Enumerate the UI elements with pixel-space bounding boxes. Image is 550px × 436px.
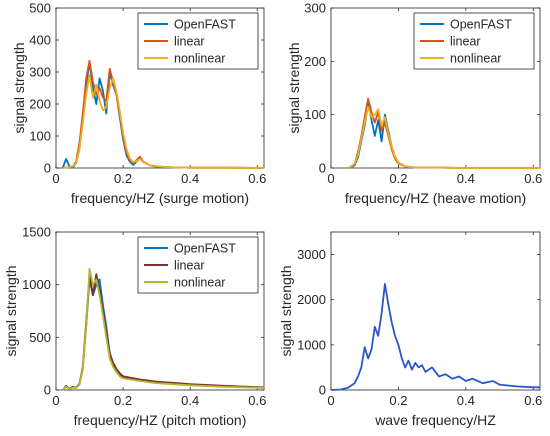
chart-4: 0 0.2 0.4 0.6 0 1000 2000 3000 wave frequency/HZ… (278, 231, 542, 428)
x-tick-label: 0 (327, 393, 334, 408)
x-tick-label: 0.2 (389, 393, 407, 408)
y-tick-label: 100 (304, 107, 326, 122)
series-line-nonlinear (347, 105, 540, 169)
y-tick-label: 400 (29, 33, 51, 48)
x-tick-label: 0.2 (114, 171, 132, 186)
series-line-nonlinear (62, 267, 265, 391)
x-axis-label: frequency/HZ (surge motion) (71, 190, 249, 206)
series-line-nonlinear (62, 74, 265, 169)
series-line (330, 282, 540, 391)
x-tick-label: 0.6 (524, 171, 542, 186)
x-tick-label: 0.6 (248, 171, 266, 186)
legend-label: linear (450, 35, 481, 49)
chart-1: 0 0.2 0.4 0.6 0 100 200 300 400 500 frequency/HZ (… (11, 1, 266, 207)
chart-3: 0 0.2 0.4 0.6 0 500 1000 1500 frequency/HZ (pitc… (3, 225, 266, 429)
legend: OpenFAST linear nonlinear (137, 12, 259, 70)
legend-label: linear (174, 259, 205, 273)
y-tick-label: 500 (29, 330, 51, 345)
y-tick-label: 3000 (297, 247, 326, 262)
y-tick-label: 500 (29, 1, 51, 16)
legend-label: nonlinear (450, 52, 501, 66)
y-tick-label: 300 (29, 65, 51, 80)
y-tick-label: 300 (304, 1, 326, 16)
x-tick-label: 0.2 (389, 171, 407, 186)
legend-label: linear (174, 35, 205, 49)
y-axis-label: signal strength (11, 42, 27, 133)
x-tick-label: 0.4 (181, 393, 199, 408)
y-tick-label: 0 (44, 383, 51, 398)
legend-label: nonlinear (174, 276, 225, 290)
y-tick-label: 200 (304, 54, 326, 69)
x-axis-label: wave frequency/HZ (374, 412, 496, 428)
y-tick-label: 100 (29, 129, 51, 144)
legend-box (137, 12, 259, 70)
x-tick-label: 0 (327, 171, 334, 186)
y-tick-label: 0 (44, 161, 51, 176)
x-tick-label: 0 (52, 393, 59, 408)
legend-label: OpenFAST (174, 242, 236, 256)
y-tick-label: 1000 (297, 337, 326, 352)
y-tick-label: 0 (319, 383, 326, 398)
plot-area (330, 231, 541, 391)
legend-label: OpenFAST (450, 18, 512, 32)
y-tick-label: 2000 (297, 292, 326, 307)
y-tick-label: 200 (29, 97, 51, 112)
legend: OpenFAST linear nonlinear (413, 12, 535, 70)
x-tick-label: 0.6 (524, 393, 542, 408)
x-tick-label: 0.2 (114, 393, 132, 408)
x-tick-label: 0.4 (181, 171, 199, 186)
x-tick-label: 0.6 (248, 393, 266, 408)
y-axis-label: signal strength (286, 42, 302, 133)
chart-2: 0 0.2 0.4 0.6 0 100 200 300 frequency/HZ (heave … (286, 1, 542, 207)
x-tick-label: 0.4 (457, 393, 475, 408)
x-axis-label: frequency/HZ (pitch motion) (74, 412, 247, 428)
legend-label: nonlinear (174, 52, 225, 66)
x-tick-label: 0.4 (457, 171, 475, 186)
y-axis-label: signal strength (278, 265, 294, 356)
legend-label: OpenFAST (174, 18, 236, 32)
y-tick-label: 1000 (22, 277, 51, 292)
y-tick-label: 1500 (22, 225, 51, 240)
y-tick-label: 0 (319, 161, 326, 176)
legend: OpenFAST linear nonlinear (137, 236, 259, 294)
x-tick-label: 0 (52, 171, 59, 186)
x-axis-label: frequency/HZ (heave motion) (345, 190, 526, 206)
y-axis-label: signal strength (3, 265, 19, 356)
